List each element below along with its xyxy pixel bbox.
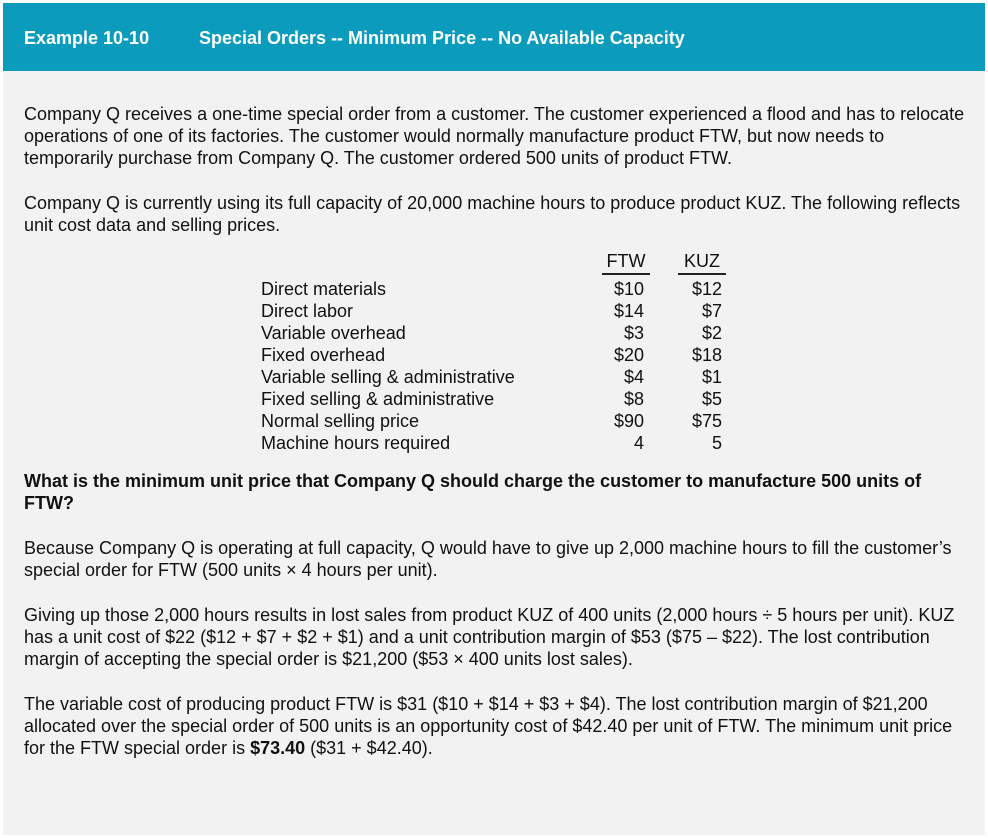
row-label: Fixed selling & administrative <box>261 389 495 409</box>
ftw-value: $14 <box>613 301 644 321</box>
table-row: Direct materials $10 $12 <box>24 278 969 300</box>
kuz-value: $1 <box>701 367 722 387</box>
example-header: Example 10-10 Special Orders -- Minimum … <box>3 3 985 71</box>
table-row: Machine hours required 4 5 <box>24 432 969 454</box>
table-row: Variable overhead $3 $2 <box>24 322 969 344</box>
table-row: Fixed selling & administrative $8 $5 <box>24 388 969 410</box>
example-body: Company Q receives a one-time special or… <box>24 103 969 759</box>
row-label: Machine hours required <box>261 433 451 453</box>
table-header-row: FTW KUZ <box>24 250 969 275</box>
row-label: Direct labor <box>261 301 354 321</box>
intro-paragraph: Company Q receives a one-time special or… <box>24 104 965 168</box>
table-row: Normal selling price $90 $75 <box>24 410 969 432</box>
ftw-value: $8 <box>623 389 644 409</box>
kuz-value: $18 <box>691 345 722 365</box>
row-label: Fixed overhead <box>261 345 386 365</box>
kuz-underline <box>678 273 726 275</box>
table-row: Variable selling & administrative $4 $1 <box>24 366 969 388</box>
row-label: Variable selling & administrative <box>261 367 515 387</box>
answer-paragraph-2: Giving up those 2,000 hours results in l… <box>24 605 955 669</box>
answer-3-tail: ($31 + $42.40). <box>305 738 433 758</box>
example-panel: Example 10-10 Special Orders -- Minimum … <box>3 3 985 835</box>
kuz-value: $7 <box>701 301 722 321</box>
table-row: Fixed overhead $20 $18 <box>24 344 969 366</box>
minimum-price-value: $73.40 <box>250 738 306 758</box>
row-label: Direct materials <box>261 279 387 299</box>
row-label: Variable overhead <box>261 323 406 343</box>
answer-paragraph-1: Because Company Q is operating at full c… <box>24 538 952 580</box>
ftw-value: $10 <box>613 279 644 299</box>
ftw-value: $4 <box>623 367 644 387</box>
question-text: What is the minimum unit price that Comp… <box>24 471 922 513</box>
kuz-value: $12 <box>691 279 722 299</box>
ftw-value: $90 <box>613 411 644 431</box>
column-header-kuz: KUZ <box>684 251 720 271</box>
kuz-value: 5 <box>711 433 722 453</box>
example-title: Special Orders -- Minimum Price -- No Av… <box>199 28 685 48</box>
ftw-value: $20 <box>613 345 644 365</box>
capacity-paragraph: Company Q is currently using its full ca… <box>24 193 961 235</box>
example-number: Example 10-10 <box>24 28 150 48</box>
row-label: Normal selling price <box>261 411 420 431</box>
answer-3-text: The variable cost of producing product F… <box>24 694 953 758</box>
ftw-underline <box>602 273 650 275</box>
column-header-ftw: FTW <box>606 251 646 271</box>
table-row: Direct labor $14 $7 <box>24 300 969 322</box>
kuz-value: $5 <box>701 389 722 409</box>
ftw-value: $3 <box>623 323 644 343</box>
kuz-value: $75 <box>691 411 722 431</box>
ftw-value: 4 <box>633 433 644 453</box>
cost-table: FTW KUZ Direct materials $10 $12 Direct … <box>24 250 969 456</box>
kuz-value: $2 <box>701 323 722 343</box>
answer-paragraph-3: The variable cost of producing product F… <box>24 693 969 759</box>
